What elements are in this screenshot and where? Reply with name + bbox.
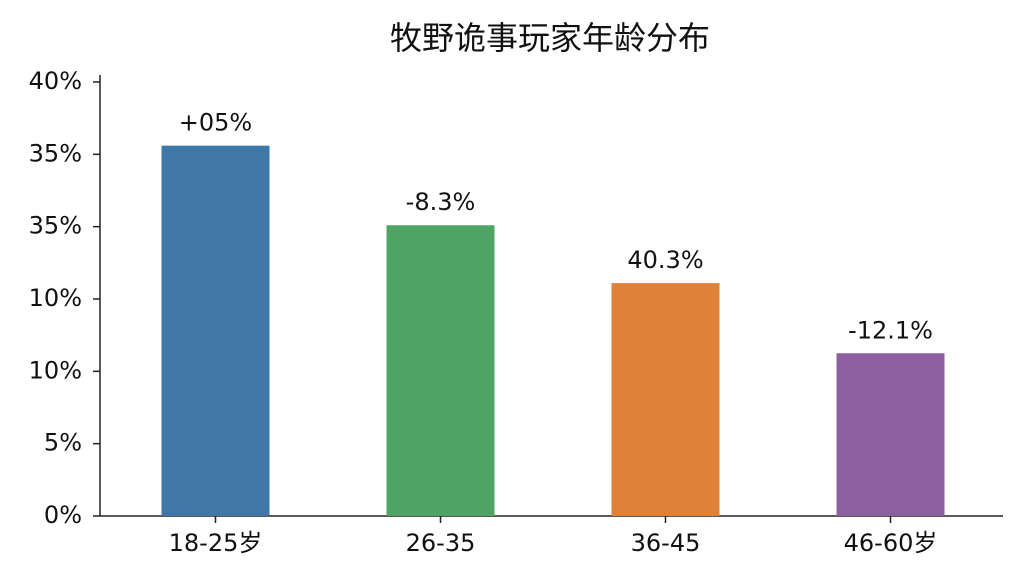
y-tick-label: 35% xyxy=(29,139,82,167)
bar xyxy=(386,225,495,516)
x-tick-label: 18-25岁 xyxy=(169,529,263,557)
y-tick-label: 40% xyxy=(29,67,82,95)
data-label: +05% xyxy=(179,109,252,137)
y-tick-label: 5% xyxy=(44,429,82,457)
bar xyxy=(611,283,720,516)
y-tick-label: 10% xyxy=(29,356,82,384)
x-tick-label: 46-60岁 xyxy=(844,529,938,557)
data-label: 40.3% xyxy=(627,246,703,274)
x-tick-label: 26-35 xyxy=(406,529,476,557)
data-label: -8.3% xyxy=(406,188,476,216)
data-label: -12.1% xyxy=(848,316,933,344)
y-tick-label: 0% xyxy=(44,501,82,529)
y-tick-label: 10% xyxy=(29,284,82,312)
bar xyxy=(161,145,270,517)
x-tick-label: 36-45 xyxy=(631,529,701,557)
bar xyxy=(836,353,945,516)
y-tick-label: 35% xyxy=(29,212,82,240)
chart-title: 牧野诡事玩家年龄分布 xyxy=(390,19,710,57)
